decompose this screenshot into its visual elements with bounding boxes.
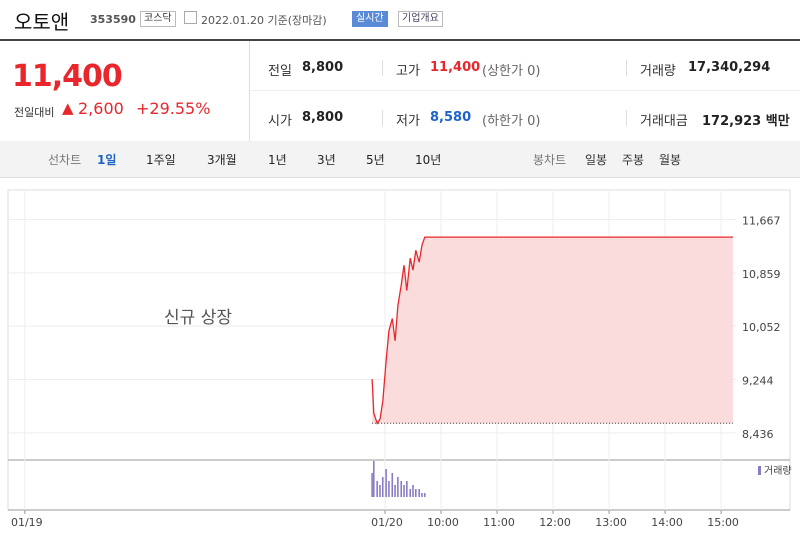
annotation: 신규 상장: [164, 308, 232, 328]
volume-bar: [397, 477, 399, 497]
summary-label: 고가: [396, 64, 420, 79]
company-info-button[interactable]: 기업개요: [398, 11, 443, 27]
period-tab[interactable]: 3년: [317, 153, 336, 167]
period-tab[interactable]: 1주일: [146, 153, 176, 167]
date: 2022.01.20 기준(장마감): [201, 14, 327, 27]
x-tick-label: 10:00: [427, 516, 459, 529]
summary-note: (하한가 0): [482, 114, 541, 129]
calendar-icon: [184, 11, 197, 24]
x-tick-label: 11:00: [483, 516, 515, 529]
period-tab[interactable]: 1일: [97, 153, 117, 167]
summary-note: (상한가 0): [482, 64, 541, 79]
summary-value: 172,923 백만: [702, 114, 790, 129]
tab-heading: 선차트: [48, 153, 82, 167]
change-label: 전일대비: [14, 106, 55, 119]
y-tick-label: 10,859: [742, 268, 781, 281]
x-tick-label: 01/20: [371, 516, 403, 529]
volume-bar: [409, 489, 412, 497]
x-tick-label: 15:00: [707, 516, 739, 529]
volume-bar: [379, 485, 381, 497]
tab-bar: [0, 141, 800, 178]
summary-value: 8,800: [302, 60, 344, 75]
volume-bar: [423, 493, 426, 497]
y-tick-label: 11,667: [742, 214, 781, 227]
legend-label: 거래량: [764, 465, 792, 477]
summary-label: 전일: [268, 64, 292, 79]
period-tab[interactable]: 5년: [366, 153, 385, 167]
volume-bar: [403, 485, 405, 497]
volume-bar: [371, 473, 373, 497]
volume-bar: [376, 481, 378, 497]
x-tick-label: 13:00: [595, 516, 627, 529]
volume-bar: [418, 489, 420, 497]
volume-bar: [415, 489, 417, 497]
legend-swatch: [758, 466, 761, 475]
summary-label: 시가: [268, 114, 292, 129]
cell-divider: [382, 60, 383, 76]
volume-bar: [406, 481, 408, 497]
x-tick-label: 12:00: [539, 516, 571, 529]
change-rate: +29.55%: [136, 99, 211, 118]
quote-box: 11,400 전일대비 ▲ 2,600 +29.55%: [0, 41, 250, 142]
row-divider: [250, 90, 800, 91]
cell-divider: [382, 110, 383, 126]
stock-name: 오토앤: [14, 10, 70, 34]
summary-label: 저가: [396, 114, 420, 129]
realtime-button[interactable]: 실시간: [352, 11, 388, 27]
period-tab[interactable]: 3개월: [207, 153, 237, 167]
divider: [0, 39, 800, 41]
price-area: [372, 237, 733, 424]
period-tab[interactable]: 월봉: [659, 153, 682, 167]
market-badge: 코스닥: [140, 11, 176, 27]
summary-value: 11,400: [430, 60, 481, 75]
period-tab[interactable]: 10년: [415, 153, 442, 167]
volume-bar: [412, 485, 414, 497]
summary-label: 거래량: [640, 64, 676, 79]
tab-heading: 봉차트: [533, 153, 567, 167]
volume-bar: [394, 485, 396, 497]
summary-label: 거래대금: [640, 114, 688, 129]
summary-value: 8,800: [302, 110, 344, 125]
volume-bar: [381, 477, 384, 497]
price: 11,400: [12, 59, 123, 94]
volume-bar: [400, 481, 403, 497]
volume-bar: [421, 493, 423, 497]
volume-bar: [372, 461, 375, 497]
volume-bar: [388, 481, 390, 497]
up-arrow: ▲: [62, 99, 74, 117]
period-tab[interactable]: 일봉: [585, 153, 608, 167]
period-tab[interactable]: 주봉: [622, 153, 645, 167]
period-tab[interactable]: 1년: [268, 153, 287, 167]
change: 2,600: [78, 99, 124, 118]
cell-divider: [626, 60, 627, 76]
y-tick-label: 8,436: [742, 428, 774, 441]
stock-code: 353590: [90, 13, 136, 26]
y-tick-label: 9,244: [742, 374, 774, 387]
price-line: [371, 236, 733, 425]
volume-bar: [391, 473, 394, 497]
summary-value: 8,580: [430, 110, 472, 125]
cell-divider: [626, 110, 627, 126]
summary-value: 17,340,294: [688, 60, 771, 75]
x-tick-label: 01/19: [11, 516, 43, 529]
y-tick-label: 10,052: [742, 321, 781, 334]
x-tick-label: 14:00: [651, 516, 683, 529]
volume-bar: [385, 469, 387, 497]
